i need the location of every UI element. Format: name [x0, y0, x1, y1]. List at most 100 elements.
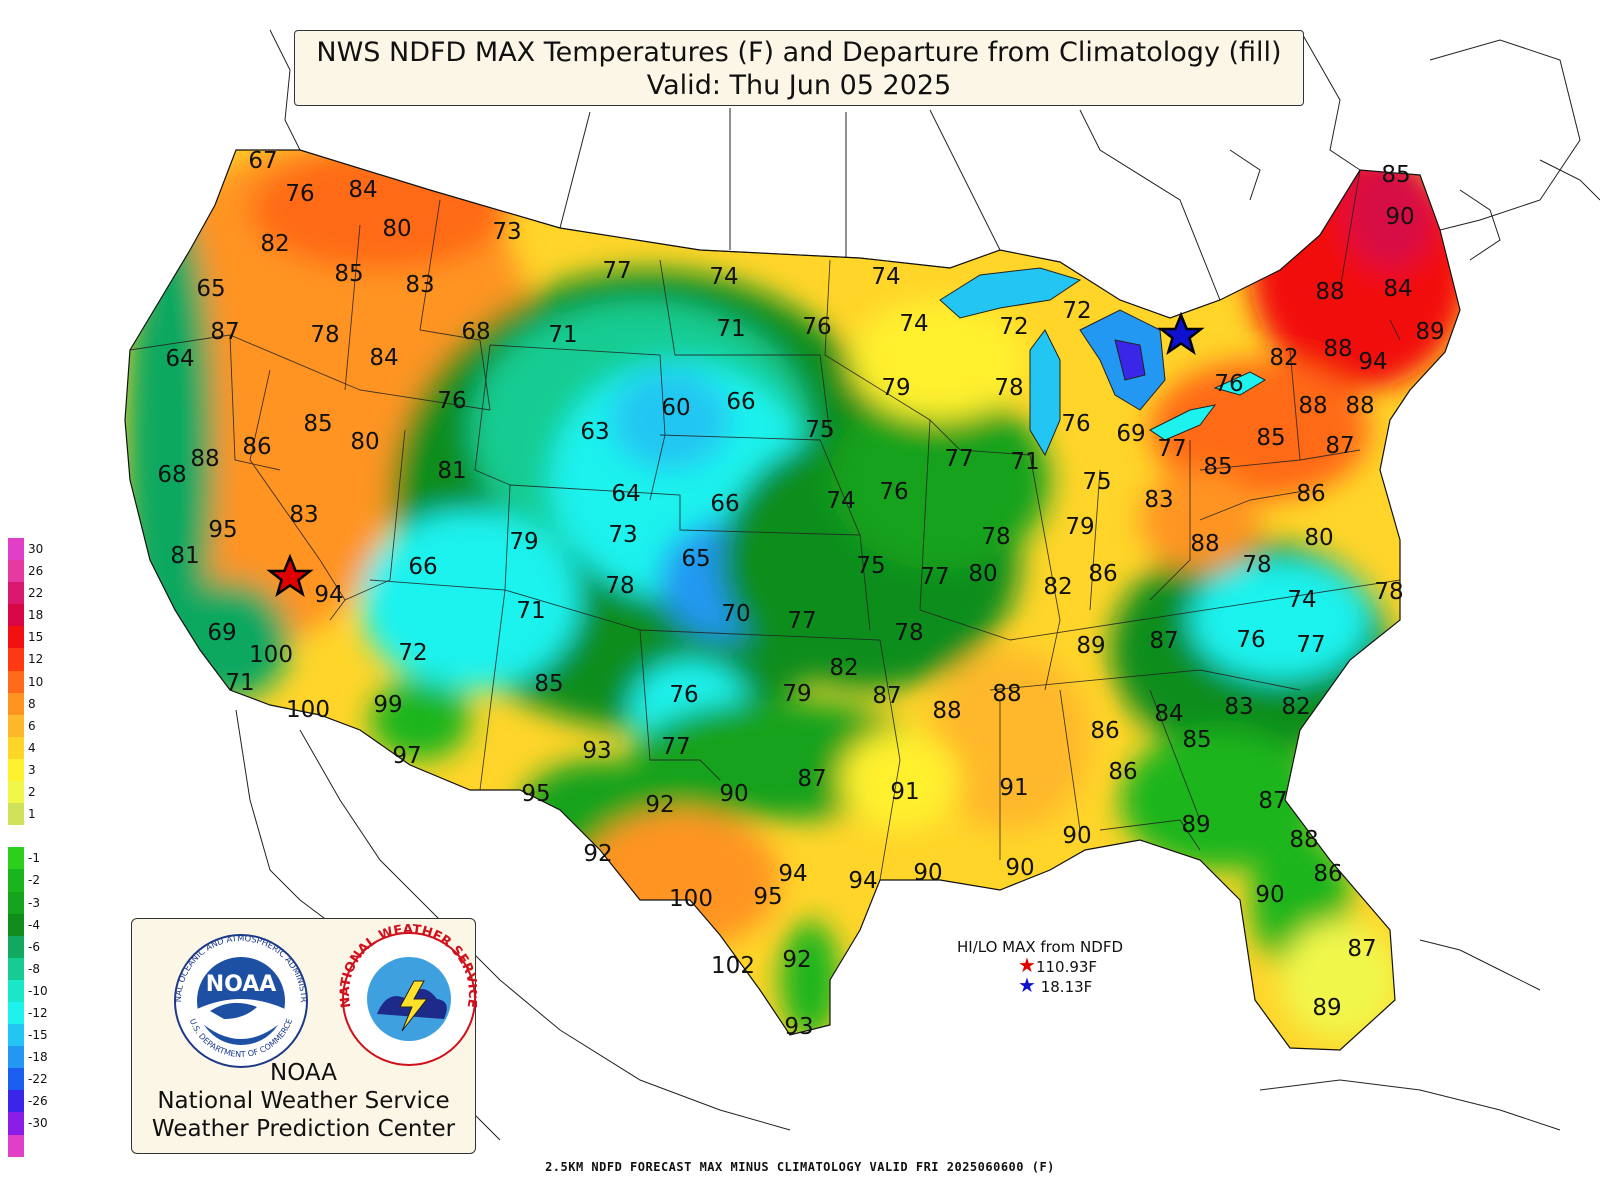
station-temp-label: 83 — [1144, 487, 1173, 513]
legend-bin: 12 — [8, 648, 56, 671]
station-temp-label: 85 — [1256, 425, 1285, 451]
station-temp-label: 84 — [1383, 276, 1412, 302]
legend-swatch — [8, 979, 24, 1002]
legend-label: -4 — [28, 917, 40, 932]
station-temp-label: 90 — [1255, 882, 1284, 908]
station-temp-label: 71 — [716, 316, 745, 342]
station-temp-label: 75 — [856, 553, 885, 579]
station-temp-label: 76 — [1214, 371, 1243, 397]
agency-logos: NOAA NATIONAL OCEANIC AND ATMOSPHERIC AD… — [132, 919, 477, 1068]
legend-swatch — [8, 1134, 24, 1157]
station-temp-label: 88 — [932, 698, 961, 724]
station-temp-label: 90 — [1385, 204, 1414, 230]
station-temp-label: 87 — [1149, 628, 1178, 654]
legend-bin: -18 — [8, 1046, 56, 1069]
station-temp-label: 76 — [437, 388, 466, 414]
station-temp-label: 86 — [1088, 561, 1117, 587]
station-temp-label: 92 — [645, 792, 674, 818]
blue-star-icon: ★ — [1018, 973, 1036, 997]
station-temp-label: 86 — [1108, 759, 1137, 785]
legend-swatch — [8, 626, 24, 649]
station-temp-label: 67 — [248, 148, 277, 174]
station-temp-label: 77 — [920, 564, 949, 590]
station-temp-label: 78 — [981, 524, 1010, 550]
footer-caption: 2.5KM NDFD FORECAST MAX MINUS CLIMATOLOG… — [545, 1160, 1055, 1174]
legend-bin: 10 — [8, 670, 56, 693]
legend-label: 8 — [28, 696, 36, 711]
valid-date: Valid: Thu Jun 05 2025 — [646, 70, 952, 101]
legend-swatch — [8, 560, 24, 583]
legend-swatch — [8, 891, 24, 914]
station-temp-label: 81 — [170, 543, 199, 569]
station-temp-label: 93 — [582, 738, 611, 764]
station-temp-label: 71 — [225, 670, 254, 696]
station-temp-label: 84 — [1154, 701, 1183, 727]
station-temp-label: 100 — [249, 642, 293, 668]
station-temp-label: 82 — [260, 231, 289, 257]
station-temp-label: 80 — [1304, 525, 1333, 551]
station-temp-label: 76 — [1236, 627, 1265, 653]
legend-swatch — [8, 957, 24, 980]
legend-label: -22 — [28, 1072, 48, 1087]
station-temp-label: 86 — [1090, 718, 1119, 744]
legend-label: 26 — [28, 564, 44, 579]
station-temp-label: 68 — [461, 319, 490, 345]
legend-swatch — [8, 825, 24, 848]
hilo-hi-value: 110.93F — [1035, 958, 1098, 976]
noaa-logo-icon: NOAA NATIONAL OCEANIC AND ATMOSPHERIC AD… — [132, 919, 309, 1068]
station-temp-label: 87 — [1258, 788, 1287, 814]
station-temp-label: 83 — [289, 502, 318, 528]
station-temp-label: 92 — [782, 947, 811, 973]
station-temp-label: 76 — [669, 682, 698, 708]
station-temp-label: 68 — [157, 462, 186, 488]
legend-bin: -8 — [8, 957, 56, 980]
legend-swatch — [8, 1001, 24, 1025]
station-temp-label: 78 — [994, 375, 1023, 401]
legend-label: 15 — [28, 630, 44, 645]
station-temp-label: 87 — [797, 766, 826, 792]
station-temp-label: 78 — [605, 573, 634, 599]
station-temp-label: 85 — [334, 261, 363, 287]
us-outline — [124, 149, 1461, 1051]
station-temp-label: 87 — [210, 319, 239, 345]
great-lakes — [939, 267, 1267, 457]
station-temp-label: 89 — [1415, 319, 1444, 345]
legend-label: 3 — [28, 762, 36, 777]
station-temp-label: 88 — [190, 446, 219, 472]
station-temp-label: 86 — [242, 434, 271, 460]
station-temp-label: 77 — [602, 258, 631, 284]
station-temp-label: 91 — [890, 779, 919, 805]
station-temp-label: 71 — [516, 598, 545, 624]
station-temp-label: 74 — [826, 488, 855, 514]
legend-label: -3 — [28, 895, 40, 910]
legend-swatch — [8, 538, 24, 561]
station-temp-label: 86 — [1313, 861, 1342, 887]
station-temp-label: 66 — [710, 491, 739, 517]
legend-swatch — [8, 604, 24, 627]
station-temp-label: 75 — [805, 417, 834, 443]
legend-label: -10 — [28, 983, 48, 998]
station-temp-label: 84 — [369, 345, 398, 371]
station-temp-label: 80 — [382, 216, 411, 242]
legend-bin: -30 — [8, 1112, 56, 1135]
station-temp-label: 65 — [196, 276, 225, 302]
station-temp-label: 69 — [207, 620, 236, 646]
station-temp-label: 87 — [872, 683, 901, 709]
station-temp-label: 100 — [669, 886, 713, 912]
station-temp-label: 95 — [208, 517, 237, 543]
map-title: NWS NDFD MAX Temperatures (F) and Depart… — [316, 37, 1282, 68]
hilo-hi-row: ★110.93F — [950, 955, 1130, 976]
station-temp-label: 64 — [165, 346, 194, 372]
station-temp-label: 88 — [1345, 393, 1374, 419]
station-temp-label: 102 — [711, 953, 755, 979]
station-temp-label: 79 — [509, 529, 538, 555]
legend-label: 4 — [28, 740, 36, 755]
station-temp-label: 64 — [611, 481, 640, 507]
station-temp-label: 85 — [303, 411, 332, 437]
station-temp-label: 88 — [1298, 393, 1327, 419]
legend-bin: 1 — [8, 803, 56, 826]
station-temp-label: 65 — [681, 546, 710, 572]
station-temp-label: 89 — [1076, 633, 1105, 659]
station-temp-label: 86 — [1296, 481, 1325, 507]
